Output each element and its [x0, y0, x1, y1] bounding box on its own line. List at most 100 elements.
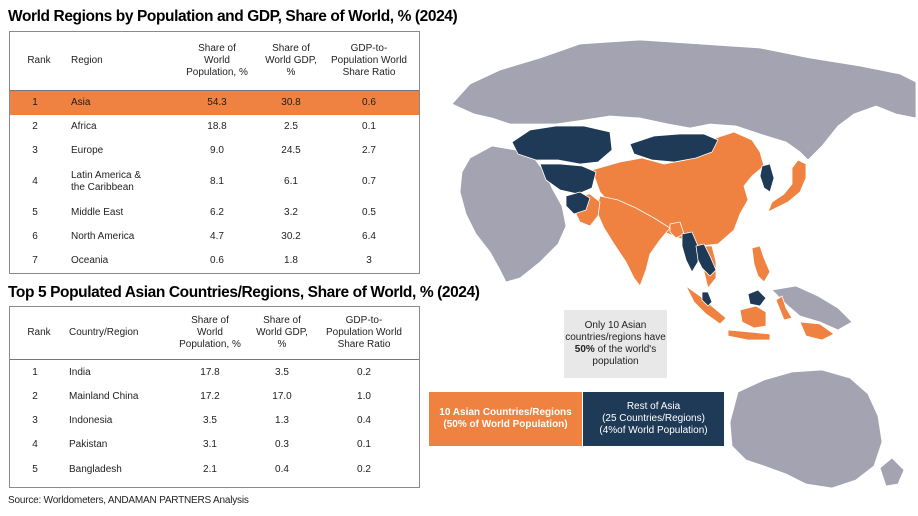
asia-population-map	[451, 39, 917, 489]
table-row: 3 Europe 9.0 24.5 2.7	[10, 139, 419, 163]
cell-country: Pakistan	[69, 439, 108, 450]
other-land	[451, 39, 917, 489]
cell-ratio: 0.1	[362, 121, 376, 132]
cell-gdp-share: 2.5	[284, 121, 298, 132]
header-gdp-population-ratio: GDP-to- Population World Share Ratio	[315, 307, 413, 359]
cell-ratio: 1.0	[357, 391, 371, 402]
cell-ratio: 0.1	[357, 439, 371, 450]
callout-text-bold: 50%	[574, 344, 595, 355]
cell-population-share: 4.7	[210, 231, 224, 242]
map-sulawesi	[775, 295, 793, 321]
cell-region: Europe	[71, 145, 104, 156]
header-line: Share of	[191, 315, 229, 326]
cell-ratio: 3	[366, 255, 372, 266]
cell-region: Middle East	[71, 207, 124, 218]
cell-gdp-share: 3.2	[284, 207, 298, 218]
map-sea-islands	[771, 285, 853, 331]
cell-rank: 3	[32, 415, 38, 426]
header-line: World GDP,	[256, 327, 308, 338]
cell-region-line: Latin America &	[71, 170, 142, 181]
cell-population-share: 8.1	[210, 176, 224, 187]
cell-region: Latin America & the Caribbean	[71, 163, 171, 201]
header-region: Region	[71, 55, 103, 66]
map-india	[595, 195, 671, 287]
header-line: Share of	[198, 43, 236, 54]
cell-region-line: the Caribbean	[71, 182, 134, 193]
table-row: 2 Mainland China 17.2 17.0 1.0	[10, 385, 419, 409]
header-line: Population World	[326, 327, 402, 338]
header-line: Population, %	[179, 339, 241, 350]
callout-text-post: of the world's population	[592, 344, 657, 367]
table-row: 3 Indonesia 3.5 1.3 0.4	[10, 409, 419, 433]
cell-ratio: 0.7	[362, 176, 376, 187]
header-line: World	[197, 327, 223, 338]
cell-ratio: 0.5	[362, 207, 376, 218]
cell-region: Asia	[71, 97, 91, 108]
header-line: Share of	[272, 43, 310, 54]
cell-population-share: 6.2	[210, 207, 224, 218]
header-line: GDP-to-	[345, 315, 383, 326]
cell-rank: 2	[32, 391, 38, 402]
map-thailand-laos	[695, 243, 717, 277]
map-borneo-south	[739, 305, 767, 329]
map-australia	[729, 369, 883, 489]
cell-population-share: 9.0	[210, 145, 224, 156]
cell-population-share: 54.3	[207, 97, 227, 108]
cell-population-share: 0.6	[210, 255, 224, 266]
cell-rank: 5	[32, 207, 38, 218]
header-line: Population World	[331, 55, 407, 66]
map-afghanistan	[565, 191, 591, 215]
cell-gdp-share: 30.2	[281, 231, 301, 242]
header-country: Country/Region	[69, 327, 139, 338]
map-bangladesh	[669, 221, 685, 239]
map-myanmar	[681, 231, 699, 273]
callout-note: Only 10 Asian countries/regions have 50%…	[564, 310, 667, 378]
source-note: Source: Worldometers, ANDAMAN PARTNERS A…	[8, 495, 249, 506]
table-row: 5 Middle East 6.2 3.2 0.5	[10, 201, 419, 225]
map-korea	[759, 163, 775, 193]
cell-population-share: 17.8	[200, 367, 220, 378]
cell-ratio: 2.7	[362, 145, 376, 156]
legend-line: 10 Asian Countries/Regions	[439, 407, 572, 418]
cell-gdp-share: 3.5	[275, 367, 289, 378]
header-line: Share of	[263, 315, 301, 326]
map-russia	[451, 39, 917, 161]
table1-title: World Regions by Population and GDP, Sha…	[8, 8, 458, 25]
cell-region: Oceania	[71, 255, 109, 266]
cell-rank: 4	[32, 176, 38, 187]
cell-population-share: 17.2	[200, 391, 220, 402]
legend-line: (50% of World Population)	[443, 419, 568, 430]
cell-region: Africa	[71, 121, 97, 132]
cell-gdp-share: 6.1	[284, 176, 298, 187]
header-population-share: Share of World Population, %	[169, 32, 265, 90]
legend-line: (4%of World Population)	[599, 425, 708, 436]
legend-rest-of-asia: Rest of Asia (25 Countries/Regions) (4%o…	[583, 392, 724, 446]
cell-rank: 7	[32, 255, 38, 266]
cell-ratio: 6.4	[362, 231, 376, 242]
cell-rank: 5	[32, 464, 38, 475]
cell-rank: 6	[32, 231, 38, 242]
cell-gdp-share: 30.8	[281, 97, 301, 108]
cell-population-share: 3.1	[203, 439, 217, 450]
map-papua	[799, 321, 835, 341]
cell-population-share: 2.1	[203, 464, 217, 475]
cell-country: India	[69, 367, 91, 378]
table2-header-row: Rank Country/Region Share of World Popul…	[10, 307, 419, 360]
cell-gdp-share: 0.4	[275, 464, 289, 475]
cell-rank: 3	[32, 145, 38, 156]
legend-line: Rest of Asia	[626, 401, 681, 412]
cell-rank: 1	[32, 367, 38, 378]
map-philippines	[751, 245, 771, 283]
legend-line: (25 Countries/Regions)	[602, 413, 705, 424]
table-row: 4 Pakistan 3.1 0.3 0.1	[10, 433, 419, 457]
cell-population-share: 3.5	[203, 415, 217, 426]
table-row: 2 Africa 18.8 2.5 0.1	[10, 115, 419, 139]
map-mongolia	[629, 133, 719, 163]
top-asian-countries-table: Rank Country/Region Share of World Popul…	[9, 306, 420, 488]
map-malaysia	[701, 291, 713, 307]
world-regions-table: Rank Region Share of World Population, %…	[9, 31, 420, 274]
cell-gdp-share: 17.0	[272, 391, 292, 402]
table-row: 5 Bangladesh 2.1 0.4 0.2	[10, 457, 419, 483]
cell-gdp-share: 0.3	[275, 439, 289, 450]
header-rank: Rank	[27, 327, 51, 338]
